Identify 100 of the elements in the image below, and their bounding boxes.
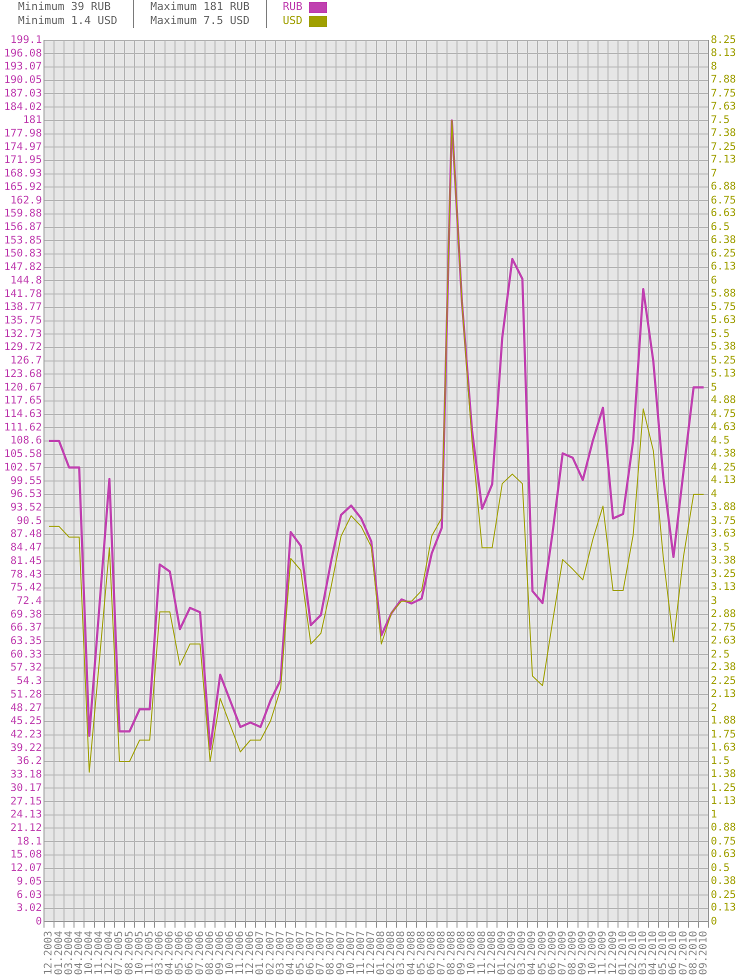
y-tick-label: 45.25 (10, 715, 42, 728)
y2-tick-label: 0.38 (710, 874, 736, 887)
y2-tick-label: 2.88 (710, 608, 736, 620)
y2-tick-label: 0.25 (710, 888, 736, 901)
y-tick-label: 33.18 (10, 768, 42, 781)
y2-tick-label: 6.38 (710, 234, 736, 246)
y2-tick-label: 2.75 (710, 622, 736, 634)
y2-tick-label: 0.5 (710, 862, 730, 874)
y-tick-label: 72.4 (16, 594, 42, 607)
y-tick-label: 114.63 (4, 408, 42, 420)
x-tick-label: 08.2007 (324, 930, 337, 976)
y2-tick-label: 5.75 (710, 301, 736, 314)
y2-tick-label: 5.63 (710, 314, 736, 326)
y2-tick-label: 3.38 (710, 554, 736, 566)
y2-tick-label: 6 (710, 274, 718, 286)
y-tick-label: 63.35 (10, 635, 42, 648)
y-tick-label: 84.47 (10, 542, 42, 554)
y2-tick-label: 2.5 (710, 648, 730, 660)
y-tick-label: 48.27 (10, 702, 42, 714)
x-tick-label: 08.2005 (123, 930, 136, 976)
x-tick-label: 08.2010 (687, 930, 700, 976)
y-tick-label: 111.62 (4, 421, 42, 434)
y-tick-label: 30.17 (10, 782, 42, 794)
y-tick-label: 138.77 (4, 301, 42, 314)
y-tick-label: 15.08 (10, 848, 42, 861)
y2-tick-label: 7.88 (710, 74, 736, 86)
x-tick-label: 12.2008 (486, 930, 498, 976)
y2-tick-label: 1.75 (710, 728, 736, 741)
x-tick-label: 07.2008 (436, 930, 448, 976)
x-tick-label: 03.2008 (395, 930, 408, 976)
y-tick-label: 162.9 (10, 194, 42, 206)
y-tick-label: 187.03 (4, 87, 42, 100)
x-tick-label: 07.2007 (314, 930, 327, 976)
x-tick-label: 05.2009 (536, 930, 548, 976)
x-tick-label: 09.2008 (456, 930, 468, 976)
y2-tick-label: 6.13 (710, 260, 736, 273)
y-tick-label: 42.23 (10, 728, 42, 741)
x-tick-label: 10.2008 (466, 930, 478, 976)
y-tick-label: 190.05 (4, 74, 42, 86)
y-tick-label: 12.07 (10, 862, 42, 874)
y2-tick-label: 3.63 (710, 528, 736, 540)
y2-tick-label: 8.13 (710, 46, 736, 59)
y-tick-label: 184.02 (4, 100, 42, 113)
text: Maximum 181 RUB (150, 0, 267, 14)
x-tick-label: 06.2008 (425, 930, 438, 976)
x-tick-label: 11.2005 (143, 930, 156, 976)
x-tick-label: 05.2007 (294, 930, 307, 976)
y-tick-label: 117.65 (4, 394, 42, 407)
y2-tick-label: 3 (710, 594, 718, 607)
x-tick-label: 07.2010 (677, 930, 690, 976)
y-tick-label: 135.75 (4, 314, 42, 326)
y2-tick-label: 0 (710, 915, 718, 928)
y2-tick-label: 1 (710, 808, 718, 821)
y-tick-label: 81.45 (10, 554, 42, 567)
x-tick-label: 04.2006 (164, 930, 176, 976)
x-tick-label: 08.2008 (446, 930, 458, 976)
y2-tick-label: 7.13 (710, 154, 736, 166)
y2-tick-label: 8 (710, 60, 718, 73)
x-tick-label: 04.2010 (647, 930, 660, 976)
x-tick-label: 01.2010 (616, 930, 629, 976)
y2-tick-label: 3.88 (710, 500, 736, 513)
y-tick-label: 144.8 (10, 274, 42, 286)
x-tick-label: 03.2006 (153, 930, 166, 976)
y-tick-label: 129.72 (4, 341, 42, 354)
y2-tick-label: 4.88 (710, 394, 736, 406)
y-tick-label: 99.55 (10, 474, 42, 487)
y2-tick-label: 3.25 (710, 568, 736, 580)
y-tick-label: 93.52 (10, 501, 42, 514)
x-tick-label: 02.2008 (385, 930, 398, 976)
y-tick-label: 102.57 (4, 461, 42, 474)
y-tick-label: 78.43 (10, 568, 42, 580)
y2-tick-label: 6.5 (710, 221, 730, 234)
y2-tick-label: 2.63 (710, 634, 736, 646)
text: Minimum 39 RUB (18, 0, 134, 14)
y2-tick-label: 3.75 (710, 514, 736, 527)
y2-tick-label: 5 (710, 381, 718, 394)
x-tick-label: 10.2004 (82, 930, 95, 976)
x-tick-label: 02.2010 (626, 930, 639, 976)
text: USD (282, 14, 303, 28)
x-tick-label: 08.2009 (566, 930, 578, 976)
y-tick-label: 156.87 (4, 220, 42, 233)
y2-tick-label: 3.5 (710, 542, 730, 554)
y2-tick-label: 6.25 (710, 248, 736, 260)
y-tick-label: 66.37 (10, 622, 42, 634)
x-tick-label: 12.2003 (42, 930, 55, 976)
y2-tick-label: 1.5 (710, 755, 730, 768)
y-tick-label: 54.3 (16, 675, 42, 688)
y2-tick-label: 5.38 (710, 340, 736, 353)
y-tick-label: 18.1 (16, 835, 42, 848)
x-tick-label: 03.2009 (516, 930, 528, 976)
x-tick-label: 03.2004 (62, 930, 75, 976)
y2-tick-label: 2.25 (710, 675, 736, 688)
y-tick-label: 6.03 (16, 888, 42, 901)
x-tick-label: 02.2007 (264, 930, 276, 976)
y-tick-label: 132.73 (4, 328, 42, 340)
x-tick-label: 05.2006 (174, 930, 186, 976)
y2-tick-label: 2.38 (710, 661, 736, 674)
y-tick-label: 181 (22, 114, 42, 126)
x-tick-label: 11.2008 (476, 930, 488, 976)
text: Maximum 7.5 USD (150, 14, 267, 28)
